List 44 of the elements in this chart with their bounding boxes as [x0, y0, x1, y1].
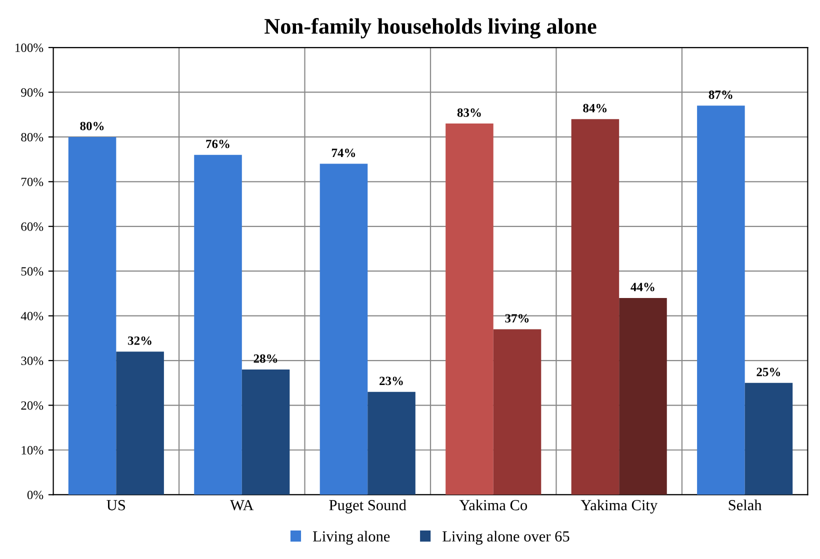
y-tick-label: 40%: [20, 312, 44, 320]
y-tick-label: 30%: [21, 356, 44, 366]
bar: [320, 164, 368, 495]
text: 87%: [708, 90, 732, 99]
y-tick-label: 20%: [21, 401, 44, 410]
bar: [446, 124, 494, 495]
text: 32%: [128, 336, 152, 345]
bar: [493, 329, 542, 495]
y-tick-label: 10%: [22, 446, 44, 454]
text: 44%: [630, 282, 654, 292]
y-tick-label: 0%: [27, 490, 44, 500]
bar: [368, 392, 416, 495]
text: 76%: [206, 140, 230, 148]
text: 74%: [332, 148, 356, 158]
y-tick-label: 100%: [16, 44, 44, 52]
y-tick-label: 70%: [21, 178, 44, 186]
bar: [194, 154, 242, 495]
text: 28%: [254, 354, 278, 363]
bar: [571, 119, 620, 495]
legend-label: Living alone: [312, 530, 390, 545]
legend-label: Living alone over 65: [442, 530, 570, 545]
bar: [116, 352, 164, 495]
y-tick-label: 80%: [21, 132, 44, 142]
text: 23%: [380, 376, 403, 386]
y-tick-label: 90%: [21, 88, 44, 97]
x-tick-label: US: [106, 500, 125, 510]
y-tick-label: 60%: [21, 222, 44, 231]
x-tick-label: Yakima City: [580, 500, 658, 514]
x-tick-label: Yakima Co: [459, 500, 528, 510]
text: 25%: [756, 368, 780, 376]
x-tick-label: WA: [230, 500, 254, 510]
chart-title: Non-family households living alone: [264, 18, 596, 39]
bar: [744, 382, 793, 495]
bar: [242, 370, 290, 495]
y-tick-label: 50%: [21, 267, 44, 276]
bar: [619, 298, 667, 495]
x-tick-label: Puget Sound: [329, 500, 406, 514]
text: 80%: [80, 122, 104, 130]
x-tick-label: Selah: [728, 500, 762, 510]
bar: [697, 106, 745, 495]
text: 84%: [583, 104, 607, 112]
text: 37%: [505, 314, 529, 323]
text: 83%: [457, 108, 481, 117]
bar: [68, 136, 116, 495]
